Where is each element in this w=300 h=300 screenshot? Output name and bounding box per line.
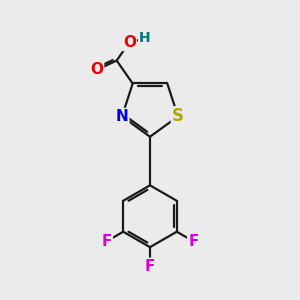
Text: F: F [188, 234, 199, 249]
Text: O: O [123, 35, 136, 50]
Text: F: F [101, 234, 112, 249]
Text: H: H [139, 31, 151, 45]
Text: O: O [90, 62, 103, 77]
Text: N: N [116, 109, 128, 124]
Text: F: F [145, 259, 155, 274]
Text: S: S [172, 107, 184, 125]
